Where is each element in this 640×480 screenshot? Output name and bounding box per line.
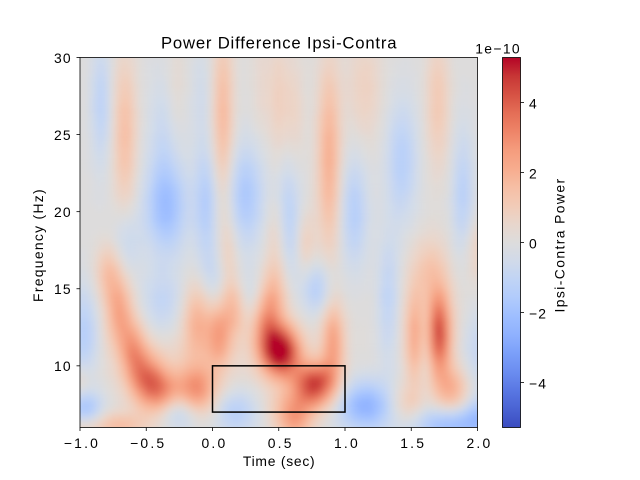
svg-text:2: 2 xyxy=(529,165,538,181)
svg-text:1.5: 1.5 xyxy=(400,435,426,451)
svg-text:−2: −2 xyxy=(529,305,547,321)
svg-text:25: 25 xyxy=(54,127,72,143)
svg-text:Ipsi-Contra Power: Ipsi-Contra Power xyxy=(552,178,568,313)
svg-text:−4: −4 xyxy=(529,375,547,391)
svg-text:15: 15 xyxy=(54,281,72,297)
svg-text:1.0: 1.0 xyxy=(334,435,360,451)
svg-text:30: 30 xyxy=(54,50,72,66)
svg-text:2.0: 2.0 xyxy=(466,435,492,451)
svg-text:4: 4 xyxy=(529,95,538,111)
svg-text:Frequency (Hz): Frequency (Hz) xyxy=(30,188,46,302)
svg-text:−1.0: −1.0 xyxy=(64,435,100,451)
svg-text:−0.5: −0.5 xyxy=(130,435,166,451)
svg-text:0.0: 0.0 xyxy=(201,435,227,451)
svg-text:10: 10 xyxy=(54,358,72,374)
svg-text:0: 0 xyxy=(529,235,538,251)
svg-text:0.5: 0.5 xyxy=(268,435,294,451)
svg-text:Time (sec): Time (sec) xyxy=(243,453,316,469)
svg-text:1e−10: 1e−10 xyxy=(475,40,521,56)
svg-text:20: 20 xyxy=(54,204,72,220)
svg-text:Power Difference Ipsi-Contra: Power Difference Ipsi-Contra xyxy=(161,33,397,52)
